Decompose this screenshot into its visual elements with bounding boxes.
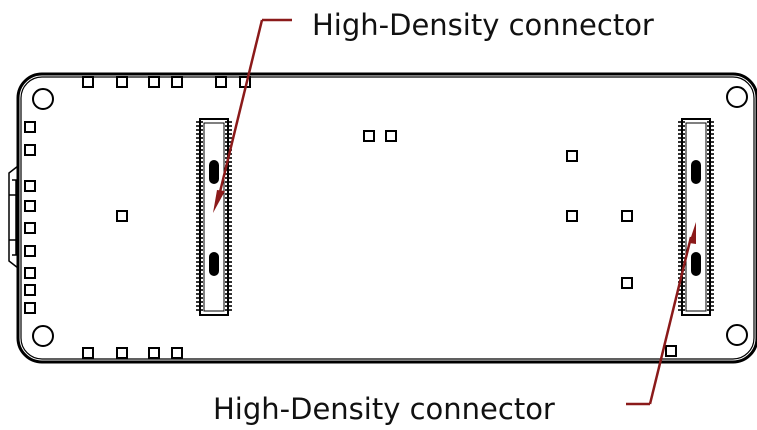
test-pad [24, 222, 36, 234]
mounting-hole-bottom-left [32, 325, 54, 347]
test-pad [171, 347, 183, 359]
left-high-density-connector [196, 118, 232, 316]
callout-top-label: High-Density connector [312, 8, 654, 42]
mounting-hole-top-left [32, 88, 54, 110]
callout-bottom: High-Density connector [213, 222, 696, 426]
test-pad [621, 210, 633, 222]
test-pad [171, 76, 183, 88]
test-pad [621, 277, 633, 289]
test-pad [24, 302, 36, 314]
right-connector-pins [678, 121, 714, 311]
callout-top-arrowhead [213, 190, 225, 213]
test-pad [24, 267, 36, 279]
mounting-holes [32, 86, 748, 347]
test-pad [116, 210, 128, 222]
callout-top-leader-diagonal [217, 19, 264, 197]
test-pad [665, 345, 677, 357]
test-pad [24, 180, 36, 192]
board-outline [16, 72, 757, 364]
test-pad [82, 76, 94, 88]
left-connector-pins [196, 121, 232, 311]
callout-top: High-Density connector [213, 8, 654, 213]
callout-bottom-leader-diagonal [648, 236, 693, 405]
callout-bottom-label: High-Density connector [213, 392, 555, 426]
test-pad [363, 130, 375, 142]
test-pad [566, 210, 578, 222]
right-high-density-connector [678, 118, 714, 316]
test-pad [148, 76, 160, 88]
test-pad [24, 284, 36, 296]
mounting-hole-bottom-right [726, 324, 748, 346]
test-pad [116, 76, 128, 88]
test-pad [82, 347, 94, 359]
test-pad [566, 150, 578, 162]
callout-bottom-arrowhead [689, 222, 696, 244]
test-pad [385, 130, 397, 142]
mounting-hole-top-right [726, 86, 748, 108]
test-pads [24, 76, 677, 359]
test-pad [24, 121, 36, 133]
test-pad [215, 76, 227, 88]
test-pad [116, 347, 128, 359]
test-pad [148, 347, 160, 359]
side-edge-connector [8, 165, 19, 269]
test-pad [24, 200, 36, 212]
test-pad [24, 245, 36, 257]
test-pad [24, 144, 36, 156]
